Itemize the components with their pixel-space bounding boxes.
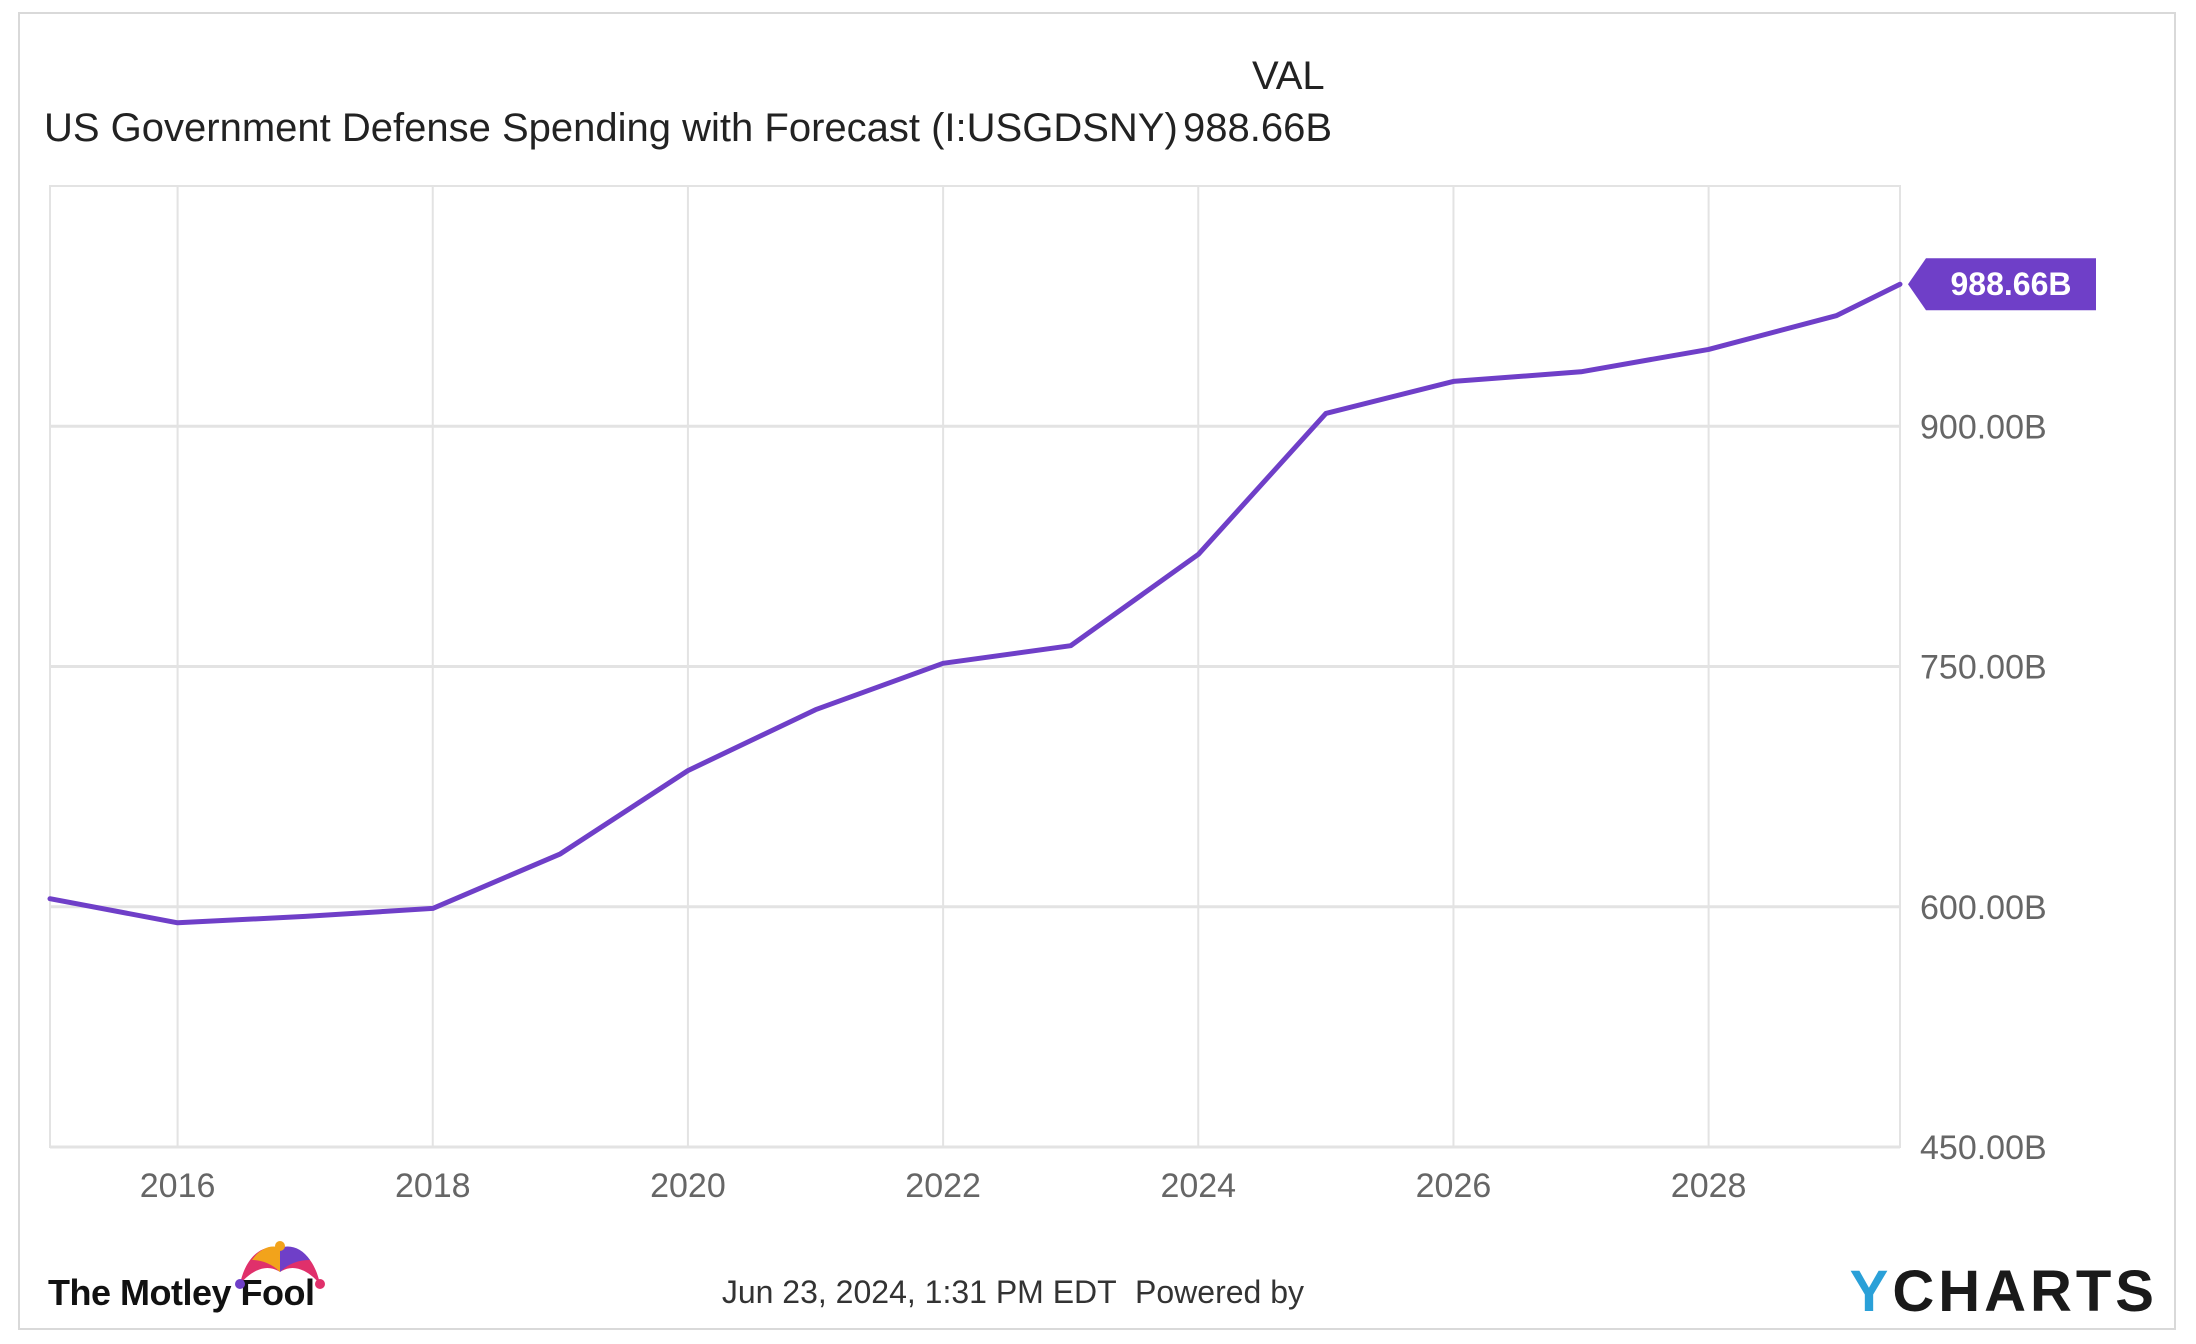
x-tick-label: 2024 <box>1160 1167 1236 1205</box>
ycharts-logo-text: CHARTS <box>1892 1259 2158 1324</box>
y-tick-label: 750.00B <box>1920 649 2047 687</box>
tick-labels: 2016 2018 2020 2022 2024 2026 2028 450.00B 600.0… <box>140 408 2047 1205</box>
plot-border <box>49 185 1901 1148</box>
last-value-label: 988.66B <box>1951 266 2072 302</box>
y-tick-label: 450.00B <box>1920 1129 2047 1167</box>
x-tick-label: 2016 <box>140 1167 216 1205</box>
x-tick-label: 2022 <box>905 1167 981 1205</box>
jester-hat-icon <box>235 1241 325 1289</box>
y-tick-label: 900.00B <box>1920 408 2047 446</box>
chart-frame <box>18 12 2176 1330</box>
y-tick-label: 600.00B <box>1920 889 2047 927</box>
series-line <box>47 281 1903 926</box>
x-tick-label: 2018 <box>395 1167 471 1205</box>
x-tick-label: 2020 <box>650 1167 726 1205</box>
powered-by-text: Powered by <box>1135 1274 1304 1310</box>
timestamp-text: Jun 23, 2024, 1:31 PM EDT <box>721 1274 1117 1310</box>
series-layer: 988.66B <box>47 258 2096 926</box>
axes <box>49 185 1901 1148</box>
brand-name: The Motley Fool <box>48 1272 315 1313</box>
footer-timestamp: Jun 23, 2024, 1:31 PM EDT Powered by <box>722 1274 1304 1311</box>
legend-series-name: US Government Defense Spending with Fore… <box>44 106 1178 150</box>
last-value-badge <box>1908 258 2096 311</box>
ycharts-logo-y: Y <box>1849 1259 1893 1324</box>
ycharts-logo: YCHARTS <box>1850 1258 2158 1325</box>
legend-series-value: 988.66B <box>1183 106 1333 150</box>
x-tick-label: 2028 <box>1671 1167 1747 1205</box>
legend-column-header: VAL <box>1252 54 1325 98</box>
grid-lines <box>50 186 1900 1149</box>
x-tick-label: 2026 <box>1416 1167 1492 1205</box>
